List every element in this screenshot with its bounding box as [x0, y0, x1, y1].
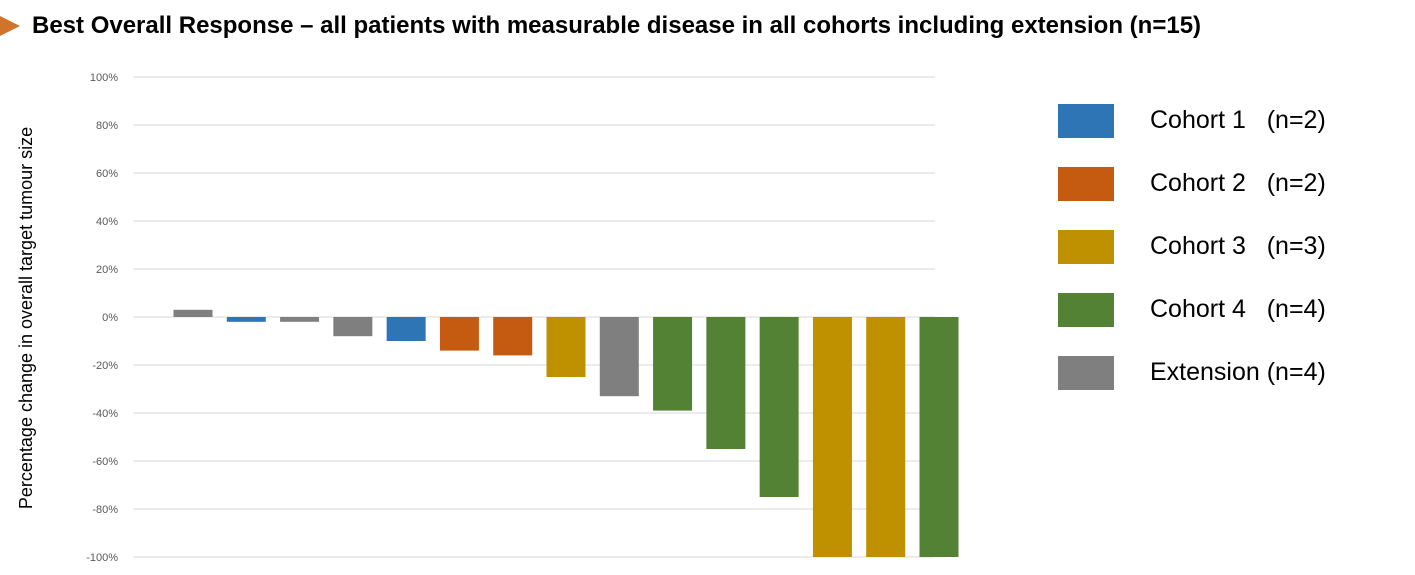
bar-cohort-4 — [760, 317, 799, 497]
legend-item: Cohort 4 (n=4) — [1058, 293, 1388, 333]
bar-cohort-2 — [493, 317, 532, 355]
legend-item: Cohort 3 (n=3) — [1058, 230, 1388, 270]
legend-swatch — [1058, 104, 1114, 138]
bar-extension — [280, 317, 319, 322]
y-tick-label: 40% — [96, 216, 118, 228]
y-tick-label: -60% — [92, 456, 118, 468]
bar-extension — [174, 310, 213, 317]
y-tick-label: 0% — [102, 312, 118, 324]
legend-item: Extension (n=4) — [1058, 356, 1388, 396]
bar-cohort-3 — [813, 317, 852, 557]
bar-cohort-4 — [706, 317, 745, 449]
bar-cohort-4 — [653, 317, 692, 411]
bar-extension — [333, 317, 372, 336]
y-tick-label: 60% — [96, 168, 118, 180]
legend-swatch — [1058, 230, 1114, 264]
bar-cohort-3 — [866, 317, 905, 557]
legend-item: Cohort 1 (n=2) — [1058, 104, 1388, 144]
bar-cohort-4 — [920, 317, 959, 557]
bullet-arrow-icon — [0, 16, 20, 36]
y-axis-label: Percentage change in overall target tumo… — [16, 127, 36, 509]
title-row: Best Overall Response – all patients wit… — [0, 10, 1415, 44]
y-tick-labels: 100% 80% 60% 40% 20% 0% -20% -40% -60% -80% -100% — [86, 72, 118, 564]
legend-label: Cohort 4 (n=4) — [1150, 295, 1326, 324]
legend-swatch — [1058, 293, 1114, 327]
bar-cohort-1 — [227, 317, 266, 322]
bar-cohort-1 — [387, 317, 426, 341]
legend-item: Cohort 2 (n=2) — [1058, 167, 1388, 207]
legend-label: Cohort 3 (n=3) — [1150, 232, 1326, 261]
y-tick-label: -100% — [86, 552, 118, 564]
legend-swatch — [1058, 167, 1114, 201]
legend-label: Cohort 2 (n=2) — [1150, 169, 1326, 198]
y-tick-label: 80% — [96, 120, 118, 132]
legend-label: Extension (n=4) — [1150, 358, 1326, 387]
y-tick-label: 100% — [90, 72, 118, 84]
bar-cohort-3 — [547, 317, 586, 377]
chart-title: Best Overall Response – all patients wit… — [32, 12, 1201, 40]
y-tick-label: -80% — [92, 504, 118, 516]
legend-label: Cohort 1 (n=2) — [1150, 106, 1326, 135]
y-tick-label: -20% — [92, 360, 118, 372]
bars — [174, 310, 959, 557]
waterfall-chart: 100%80%60%40%20%0%-20%-40%-60%-80%-100% … — [0, 50, 960, 570]
y-tick-label: 20% — [96, 264, 118, 276]
legend-swatch — [1058, 356, 1114, 390]
bar-extension — [600, 317, 639, 396]
bar-cohort-2 — [440, 317, 479, 351]
y-tick-label: -40% — [92, 408, 118, 420]
